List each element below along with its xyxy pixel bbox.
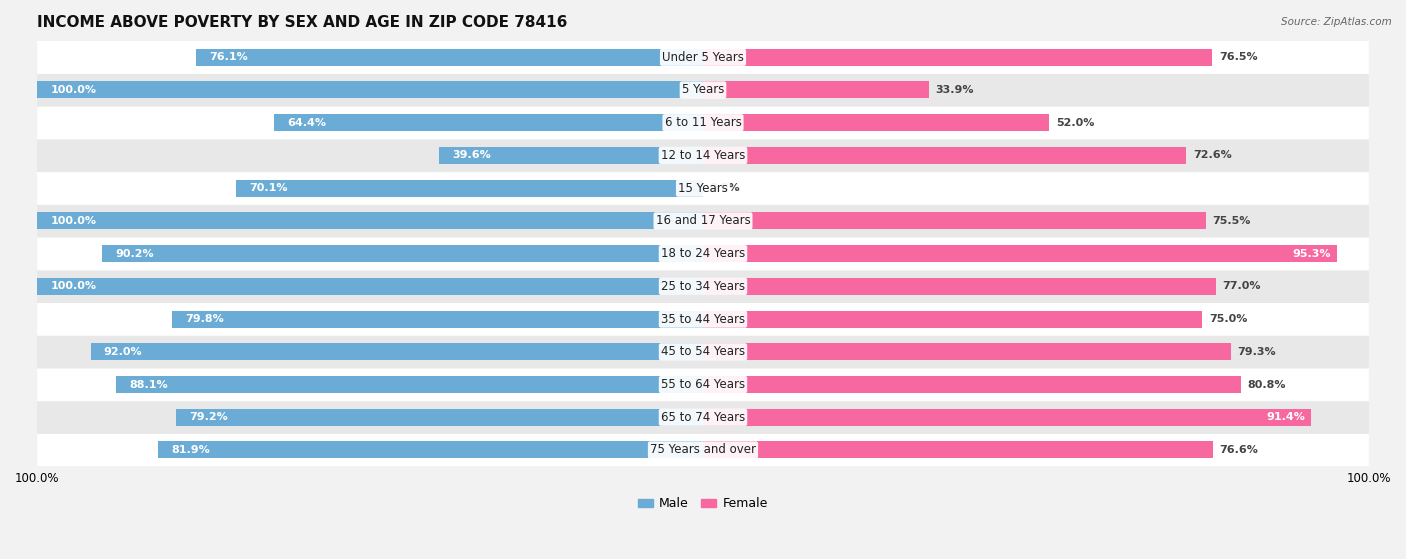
Text: 25 to 34 Years: 25 to 34 Years <box>661 280 745 293</box>
Text: 52.0%: 52.0% <box>1056 118 1094 127</box>
FancyBboxPatch shape <box>37 41 1369 74</box>
Bar <box>157 442 703 458</box>
Text: 90.2%: 90.2% <box>115 249 155 259</box>
Text: 39.6%: 39.6% <box>453 150 492 160</box>
Text: 72.6%: 72.6% <box>1194 150 1232 160</box>
Text: 100.0%: 100.0% <box>51 85 97 95</box>
Text: 65 to 74 Years: 65 to 74 Years <box>661 411 745 424</box>
Bar <box>703 278 1216 295</box>
FancyBboxPatch shape <box>37 139 1369 172</box>
Text: 15 Years: 15 Years <box>678 182 728 195</box>
Bar <box>703 409 1312 426</box>
Bar <box>703 212 1205 229</box>
Bar <box>703 147 1187 164</box>
Text: 80.8%: 80.8% <box>1247 380 1286 390</box>
Text: 70.1%: 70.1% <box>250 183 288 193</box>
Bar <box>439 147 703 164</box>
FancyBboxPatch shape <box>37 302 1369 336</box>
Text: 100.0%: 100.0% <box>51 216 97 226</box>
Bar <box>703 114 1049 131</box>
Text: 6 to 11 Years: 6 to 11 Years <box>665 116 741 129</box>
Text: 5 Years: 5 Years <box>682 83 724 97</box>
Bar <box>90 343 703 361</box>
Legend: Male, Female: Male, Female <box>633 492 773 515</box>
Bar <box>37 82 703 98</box>
Text: 76.6%: 76.6% <box>1219 445 1258 455</box>
Text: 35 to 44 Years: 35 to 44 Years <box>661 312 745 325</box>
FancyBboxPatch shape <box>37 269 1369 303</box>
Bar <box>703 82 929 98</box>
FancyBboxPatch shape <box>37 204 1369 238</box>
Text: 75.5%: 75.5% <box>1212 216 1251 226</box>
Bar <box>236 179 703 197</box>
Text: 55 to 64 Years: 55 to 64 Years <box>661 378 745 391</box>
Text: 79.3%: 79.3% <box>1237 347 1277 357</box>
Bar <box>703 376 1241 393</box>
Text: 64.4%: 64.4% <box>288 118 326 127</box>
FancyBboxPatch shape <box>37 368 1369 401</box>
FancyBboxPatch shape <box>37 73 1369 107</box>
Text: 18 to 24 Years: 18 to 24 Years <box>661 247 745 260</box>
FancyBboxPatch shape <box>37 433 1369 467</box>
Bar <box>703 343 1230 361</box>
Text: 16 and 17 Years: 16 and 17 Years <box>655 215 751 228</box>
Bar <box>274 114 703 131</box>
Text: 33.9%: 33.9% <box>935 85 974 95</box>
FancyBboxPatch shape <box>37 106 1369 139</box>
Text: 95.3%: 95.3% <box>1292 249 1331 259</box>
FancyBboxPatch shape <box>37 172 1369 205</box>
Bar <box>703 442 1213 458</box>
Text: 12 to 14 Years: 12 to 14 Years <box>661 149 745 162</box>
Bar <box>37 278 703 295</box>
Text: 88.1%: 88.1% <box>129 380 169 390</box>
Text: 75.0%: 75.0% <box>1209 314 1247 324</box>
Text: 91.4%: 91.4% <box>1265 412 1305 422</box>
Text: Source: ZipAtlas.com: Source: ZipAtlas.com <box>1281 17 1392 27</box>
FancyBboxPatch shape <box>37 237 1369 271</box>
Text: 100.0%: 100.0% <box>51 281 97 291</box>
Text: 79.2%: 79.2% <box>188 412 228 422</box>
Bar <box>703 311 1202 328</box>
FancyBboxPatch shape <box>37 401 1369 434</box>
Bar <box>176 409 703 426</box>
Text: 79.8%: 79.8% <box>186 314 224 324</box>
Bar <box>703 245 1337 262</box>
Bar <box>197 49 703 66</box>
Text: 45 to 54 Years: 45 to 54 Years <box>661 345 745 358</box>
Bar <box>117 376 703 393</box>
Text: 75 Years and over: 75 Years and over <box>650 443 756 457</box>
Text: 0.0%: 0.0% <box>710 183 741 193</box>
Text: 76.5%: 76.5% <box>1219 52 1257 62</box>
Bar <box>703 49 1212 66</box>
Text: 92.0%: 92.0% <box>104 347 142 357</box>
Text: 76.1%: 76.1% <box>209 52 249 62</box>
Text: INCOME ABOVE POVERTY BY SEX AND AGE IN ZIP CODE 78416: INCOME ABOVE POVERTY BY SEX AND AGE IN Z… <box>37 15 568 30</box>
Text: Under 5 Years: Under 5 Years <box>662 51 744 64</box>
Bar <box>172 311 703 328</box>
Bar <box>37 212 703 229</box>
FancyBboxPatch shape <box>37 335 1369 368</box>
Bar <box>103 245 703 262</box>
Text: 77.0%: 77.0% <box>1222 281 1261 291</box>
Text: 81.9%: 81.9% <box>172 445 209 455</box>
